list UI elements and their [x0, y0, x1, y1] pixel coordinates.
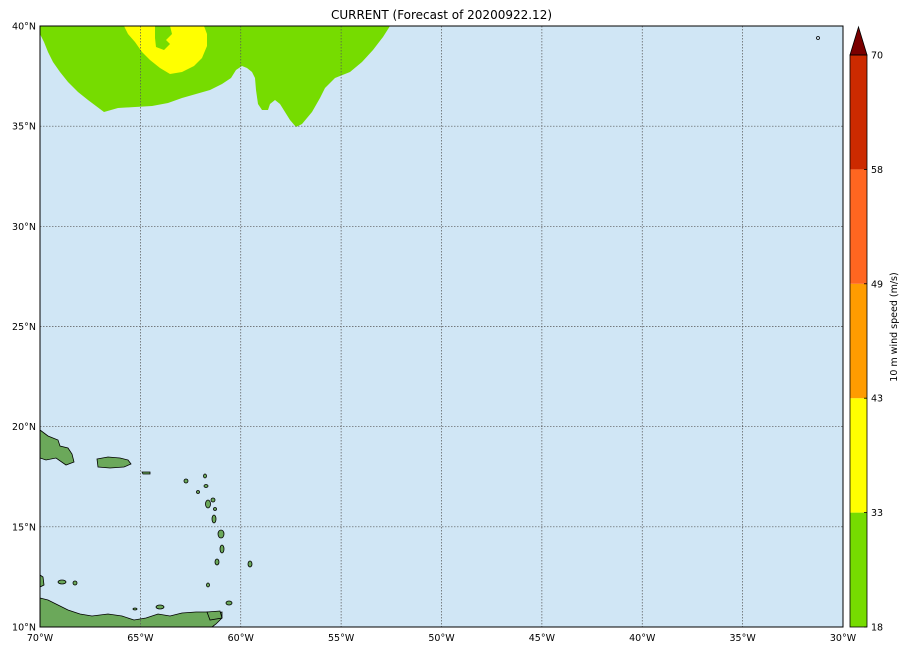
hispaniola — [40, 429, 75, 466]
colorbar-segment — [850, 398, 867, 513]
map-title: CURRENT (Forecast of 20200922.12) — [330, 8, 553, 22]
colorbar-segment — [850, 55, 867, 170]
colorbar-tick-label: 70 — [871, 51, 883, 62]
lat-label: 10°N — [12, 623, 36, 634]
lon-label: 30°W — [830, 633, 857, 644]
lat-label: 15°N — [12, 522, 36, 533]
colorbar-label: 10 m wind speed (m/s) — [889, 272, 900, 381]
graticule — [40, 26, 843, 627]
lon-label: 70°W — [27, 633, 54, 644]
colorbar-tick-label: 49 — [871, 279, 883, 290]
trinidad — [206, 610, 223, 621]
virgin-islands — [141, 471, 151, 475]
latitude-labels: 10°N 15°N 20°N 25°N 30°N 35°N 40°N — [12, 22, 36, 634]
lon-label: 35°W — [730, 633, 757, 644]
south-america-coast — [40, 597, 223, 627]
colorbar-tick-label: 33 — [871, 508, 883, 519]
wind-region-yellow — [124, 26, 207, 74]
lat-label: 35°N — [12, 122, 36, 133]
colorbar-tick-label: 18 — [871, 623, 883, 634]
lat-label: 30°N — [12, 222, 36, 233]
colorbar-segment — [850, 169, 867, 284]
wind-region-green — [40, 26, 390, 127]
colorbar-extend-arrow — [849, 25, 868, 56]
lon-label: 55°W — [328, 633, 355, 644]
colorbar-segment — [850, 512, 867, 627]
colorbar-frame — [849, 54, 868, 628]
colorbar: 18 33 43 49 58 70 — [849, 25, 883, 634]
colorbar-tick-label: 43 — [871, 394, 883, 405]
lat-label: 20°N — [12, 422, 36, 433]
lat-label: 25°N — [12, 322, 36, 333]
puerto-rico — [96, 456, 132, 469]
colorbar-tick-label: 58 — [871, 165, 883, 176]
longitude-labels: 70°W 65°W 60°W 55°W 50°W 45°W 40°W 35°W 30°W — [27, 633, 857, 644]
colorbar-segment — [850, 283, 867, 399]
lon-label: 50°W — [428, 633, 455, 644]
wind-region-green-inner — [155, 26, 172, 50]
lat-label: 40°N — [12, 22, 36, 33]
caribbean-islands — [40, 36, 820, 627]
lon-label: 60°W — [228, 633, 255, 644]
lon-label: 45°W — [529, 633, 556, 644]
lon-label: 65°W — [127, 633, 154, 644]
lon-label: 40°W — [629, 633, 656, 644]
map-frame — [39, 25, 844, 628]
